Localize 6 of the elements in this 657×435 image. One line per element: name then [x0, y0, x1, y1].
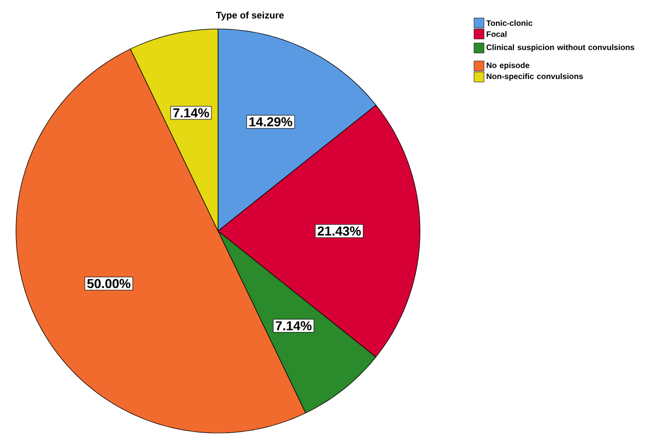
data-label: 14.29%	[249, 117, 292, 126]
data-label: 7.14%	[276, 321, 312, 330]
data-label: 7.14%	[173, 108, 210, 118]
chart-title: Type of seizure	[216, 12, 284, 20]
data-label: 50.00%	[87, 278, 130, 288]
data-label: 21.43%	[318, 226, 361, 236]
